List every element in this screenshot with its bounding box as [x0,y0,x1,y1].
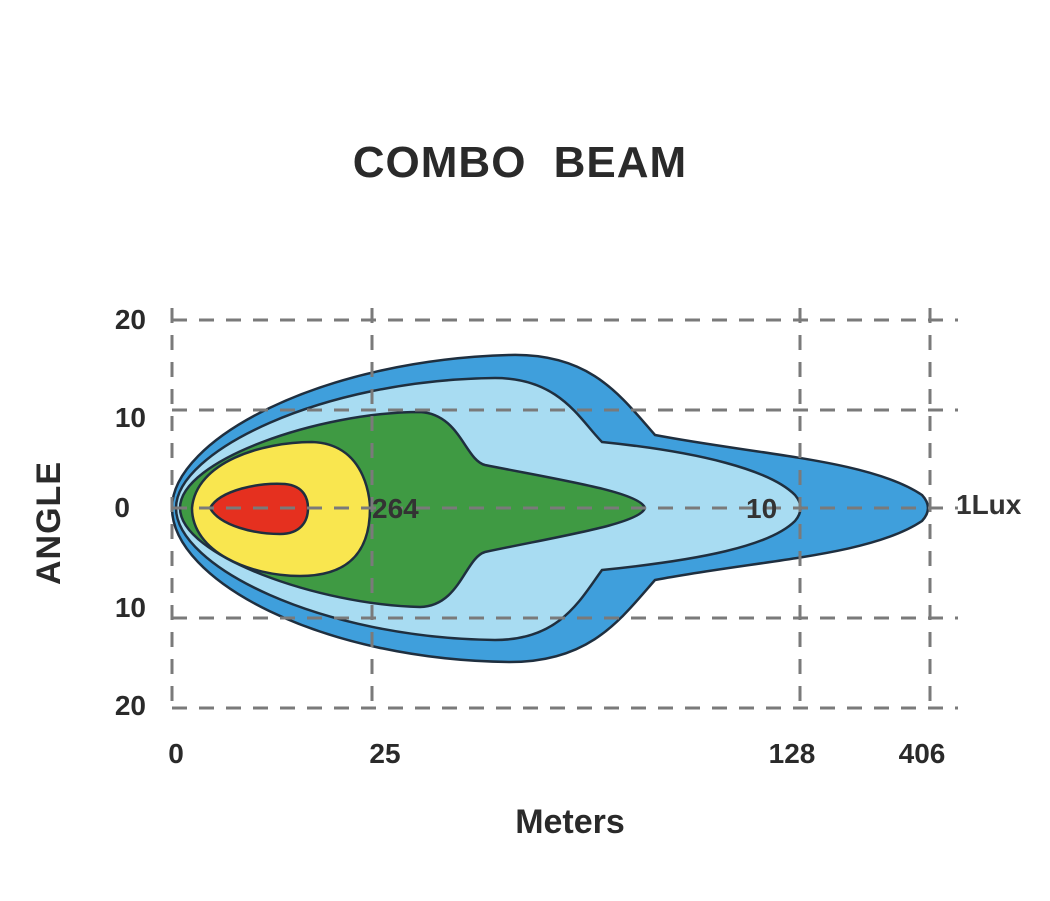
x-tick-label-0: 0 [168,738,184,769]
y-tick-label-center: 0 [114,492,130,523]
contour-label-1lux: 1Lux [956,489,1022,520]
x-axis-title: Meters [515,803,625,841]
y-tick-label-upper: 10 [114,402,146,433]
contour-label-10: 10 [746,493,777,524]
contour-label-264: 264 [372,493,419,524]
y-tick-label-lower: 10 [114,592,146,623]
diagram-title: COMBO BEAM [352,138,688,187]
y-tick-label-top: 20 [114,304,146,335]
dashed-grid [170,308,958,712]
y-tick-label-bottom: 20 [114,690,146,721]
x-tick-label-25: 25 [369,738,401,769]
x-tick-label-406: 406 [898,738,946,769]
x-tick-label-128: 128 [768,738,816,769]
